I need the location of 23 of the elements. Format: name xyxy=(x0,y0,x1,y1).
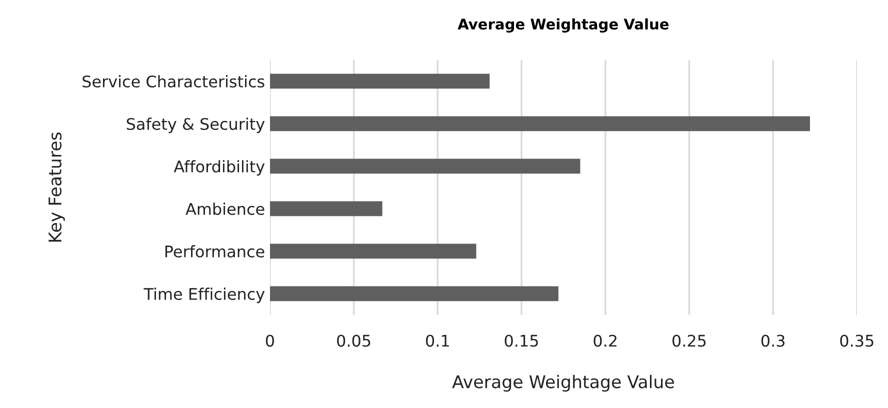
x-tick-label: 0.1 xyxy=(426,334,449,347)
x-tick-label: 0.25 xyxy=(672,334,706,347)
x-tick-label: 0.05 xyxy=(337,334,370,347)
x-axis-title: Average Weightage Value xyxy=(452,374,674,392)
x-tick-label: 0.3 xyxy=(761,334,784,347)
bar xyxy=(270,74,490,89)
bar xyxy=(270,201,382,216)
y-tick-label: Time Efficiency xyxy=(144,288,265,304)
x-tick-label: 0.35 xyxy=(840,334,874,347)
y-tick-label: Service Characteristics xyxy=(82,75,264,88)
y-tick-label: Ambience xyxy=(186,202,264,216)
bar xyxy=(270,286,558,302)
x-tick-label: 0.2 xyxy=(594,334,616,347)
y-tick-label: Performance xyxy=(165,245,264,258)
bar xyxy=(270,158,580,174)
y-axis-title: Key Features xyxy=(48,132,65,242)
chart-title: Average Weightage Value xyxy=(458,18,669,33)
y-tick-label: Safety & Security xyxy=(126,118,265,134)
x-tick-label: 0 xyxy=(266,334,274,347)
bar xyxy=(270,244,476,259)
y-tick-label: Affordibility xyxy=(174,160,265,176)
x-tick-label: 0.15 xyxy=(504,334,538,347)
bar xyxy=(270,116,810,132)
